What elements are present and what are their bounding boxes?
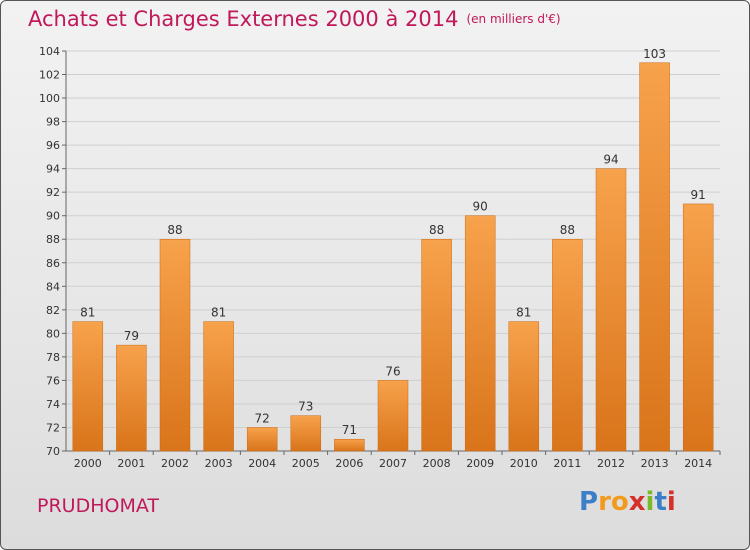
y-tick-label: 80 (46, 327, 60, 340)
y-tick-label: 78 (46, 351, 60, 364)
bar-2007 (377, 380, 409, 452)
y-tick-label: 86 (46, 257, 60, 270)
proxiti-logo: Proxiti (579, 487, 676, 517)
bar-2013 (639, 62, 670, 452)
bar-2009 (464, 215, 496, 452)
y-tick-label: 98 (46, 116, 60, 129)
value-label-2007: 76 (385, 364, 400, 378)
y-tick-label: 104 (39, 45, 60, 58)
bar-2003 (203, 321, 234, 452)
value-label-2012: 94 (603, 153, 618, 167)
bar-2002 (159, 238, 191, 452)
y-tick-label: 72 (46, 421, 60, 434)
x-tick-label-2008: 2008 (423, 457, 451, 470)
y-tick-label: 74 (46, 398, 60, 411)
chart-title: Achats et Charges Externes 2000 à 2014 (e… (28, 7, 561, 31)
x-tick-label-2011: 2011 (553, 457, 581, 470)
y-tick-label: 90 (46, 210, 60, 223)
y-tick-label: 88 (46, 233, 60, 246)
bar-2011 (552, 238, 583, 452)
y-tick-label: 82 (46, 304, 60, 317)
x-tick-label-2006: 2006 (335, 457, 363, 470)
logo-letter: t (654, 487, 667, 517)
value-label-2002: 88 (167, 223, 182, 237)
value-label-2001: 79 (124, 329, 139, 343)
x-tick-label-2012: 2012 (597, 457, 625, 470)
bar-2000 (72, 321, 104, 452)
value-label-2014: 91 (691, 188, 706, 202)
y-tick-label: 76 (46, 374, 60, 387)
x-tick-label-2009: 2009 (466, 457, 494, 470)
bar-2004 (246, 427, 278, 452)
x-tick-label-2010: 2010 (510, 457, 538, 470)
y-tick-label: 96 (46, 139, 60, 152)
bar-2001 (116, 344, 147, 452)
bar-2014 (682, 203, 714, 452)
chart-title-text: Achats et Charges Externes 2000 à 2014 (28, 7, 459, 31)
value-label-2003: 81 (211, 306, 226, 320)
x-tick-label-2004: 2004 (248, 457, 276, 470)
bar-2012 (595, 168, 627, 452)
logo-letter: x (628, 487, 646, 517)
chart-unit: (en milliers d'€) (466, 12, 561, 26)
bar-2006 (334, 438, 365, 452)
x-tick-label-2003: 2003 (205, 457, 233, 470)
x-tick-label-2000: 2000 (74, 457, 102, 470)
logo-letter: i (666, 487, 676, 517)
y-tick-label: 92 (46, 186, 60, 199)
value-label-2000: 81 (80, 306, 95, 320)
value-label-2009: 90 (473, 200, 488, 214)
logo-letter: P (579, 487, 599, 517)
x-tick-label-2013: 2013 (641, 457, 669, 470)
x-tick-label-2001: 2001 (117, 457, 145, 470)
logo-letter: r (598, 487, 611, 517)
label-layer: 81 2000 79 2001 88 2002 81 2003 72 2004 73 2005 71 20… (74, 47, 712, 470)
value-label-2010: 81 (516, 306, 531, 320)
x-tick-label-2007: 2007 (379, 457, 407, 470)
y-tick-label: 70 (46, 445, 60, 458)
bar-2005 (290, 415, 322, 452)
value-label-2004: 72 (255, 411, 270, 425)
bar-2008 (421, 238, 452, 452)
x-tick-label-2002: 2002 (161, 457, 189, 470)
y-tick-label: 100 (39, 92, 60, 105)
logo-letter: i (645, 487, 655, 517)
logo-letter: o (610, 487, 629, 517)
value-label-2006: 71 (342, 423, 357, 437)
y-tick-label: 84 (46, 280, 60, 293)
value-label-2013: 103 (643, 47, 666, 61)
bar-layer (72, 62, 714, 452)
commune-name: PRUDHOMAT (37, 495, 159, 517)
value-label-2005: 73 (298, 400, 313, 414)
x-tick-label-2005: 2005 (292, 457, 320, 470)
value-label-2008: 88 (429, 223, 444, 237)
y-tick-label: 102 (39, 69, 60, 82)
x-tick-label-2014: 2014 (684, 457, 712, 470)
value-label-2011: 88 (560, 223, 575, 237)
y-tick-label: 94 (46, 163, 60, 176)
bar-2010 (508, 321, 540, 452)
